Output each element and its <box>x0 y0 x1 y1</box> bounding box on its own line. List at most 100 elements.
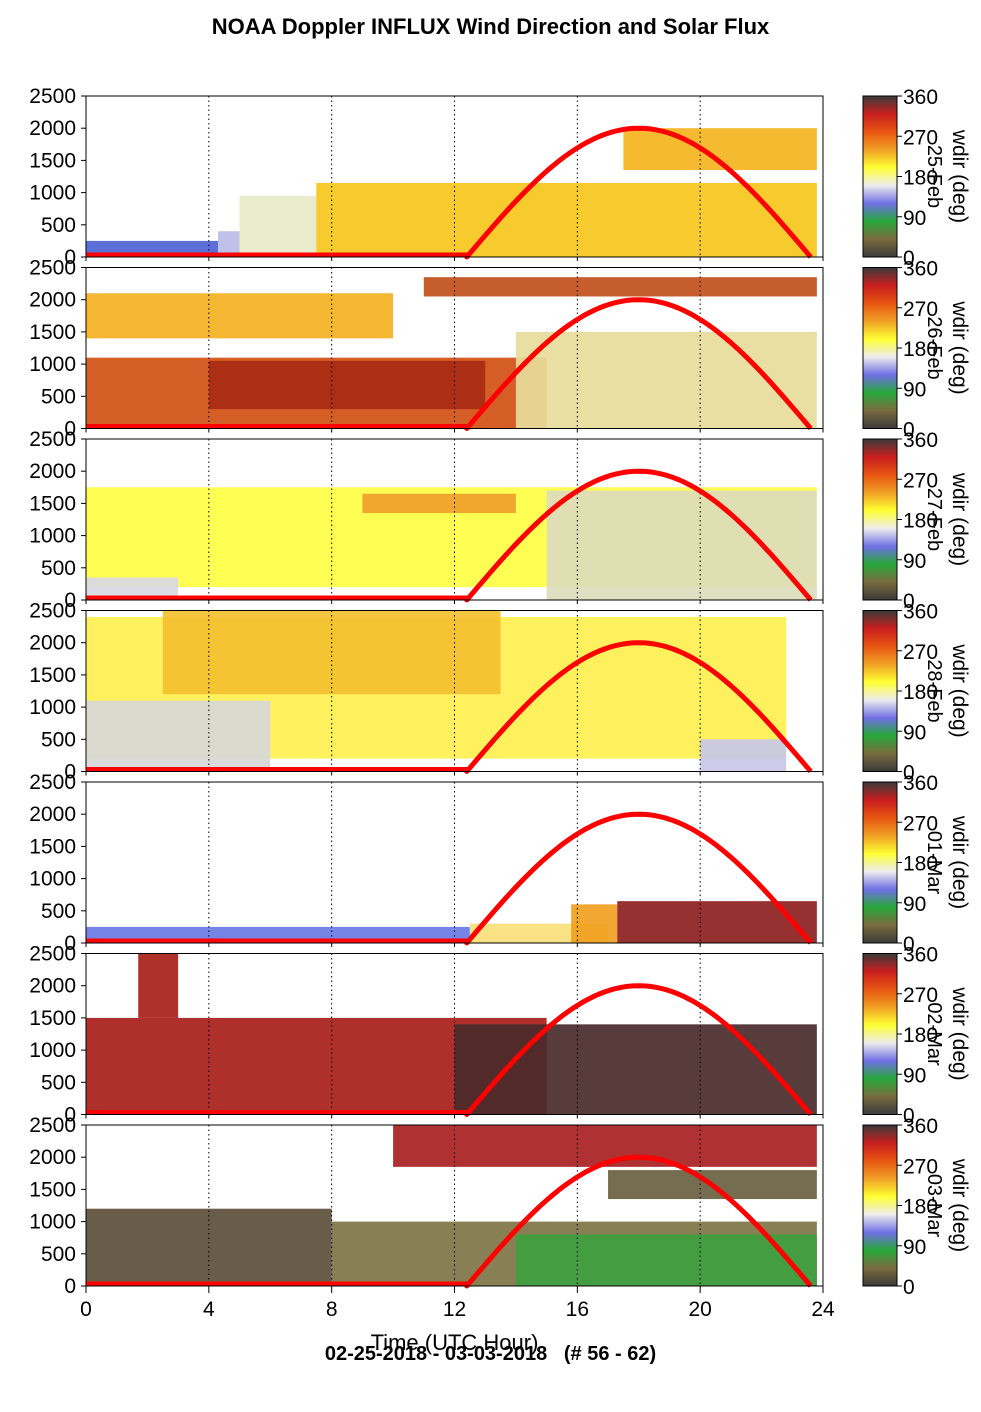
x-tick-label: 4 <box>203 1298 215 1321</box>
colorbar <box>862 1124 898 1287</box>
y-tick-label: 1500 <box>29 321 76 344</box>
wdir-cell <box>316 182 817 257</box>
y-tick-label: 0 <box>64 1104 76 1127</box>
colorbar-tick-label: 270 <box>903 126 938 149</box>
panel-date-label: 25-Feb <box>923 145 945 208</box>
y-tick-label: 2500 <box>29 1114 76 1137</box>
y-tick-label: 1000 <box>29 868 76 891</box>
colorbar-tick-label: 180 <box>903 1024 938 1047</box>
colorbar-tick-label: 270 <box>903 984 938 1007</box>
solar-flux-curve <box>86 297 813 431</box>
panel-27-feb: 0 500 1000 1500 2000 2500 0 90 180 270 360 wdir (de… <box>29 428 971 613</box>
wdir-cell <box>362 493 516 514</box>
x-axis-label: Time (UTC Hour) <box>370 1330 539 1355</box>
colorbar-tick-label: 180 <box>903 681 938 704</box>
colorbar-label: wdir (deg) <box>948 129 971 223</box>
panel-26-feb: 0 500 1000 1500 2000 2500 0 90 180 270 360 wdir (de… <box>29 257 971 442</box>
wdir-cell <box>218 231 240 257</box>
x-tick-label: 20 <box>688 1298 711 1321</box>
panel-data-layer <box>86 277 817 429</box>
colorbar-tick-label: 180 <box>903 1196 938 1219</box>
y-tick-label: 2000 <box>29 289 76 312</box>
y-tick-label: 0 <box>64 589 76 612</box>
wdir-cell <box>454 1024 817 1115</box>
solar-flux-curve <box>86 125 813 260</box>
colorbar-tick-label: 360 <box>903 1115 938 1138</box>
panel-data-layer <box>86 1125 817 1286</box>
panel-data-layer <box>86 487 817 600</box>
y-tick-label: 1500 <box>29 1007 76 1030</box>
colorbar-tick-label: 90 <box>903 1064 926 1087</box>
y-tick-label: 2000 <box>29 803 76 826</box>
colorbar-tick-label: 0 <box>903 247 915 270</box>
y-tick-label: 0 <box>64 932 76 955</box>
colorbar-label: wdir (deg) <box>948 815 971 909</box>
y-tick-label: 1500 <box>29 664 76 687</box>
x-tick-label: 16 <box>566 1298 589 1321</box>
colorbar-tick-label: 270 <box>903 1155 938 1178</box>
wdir-cell <box>86 293 394 339</box>
panel-date-label: 03-Mar <box>923 1174 945 1238</box>
y-tick-label: 500 <box>41 214 76 237</box>
colorbar-tick-label: 0 <box>903 1276 915 1299</box>
y-tick-label: 2500 <box>29 600 76 623</box>
colorbar-tick-label: 90 <box>903 1236 926 1259</box>
colorbar <box>862 610 898 772</box>
solar-flux-curve <box>86 811 813 946</box>
colorbar <box>862 267 898 429</box>
y-tick-label: 2000 <box>29 1146 76 1169</box>
y-tick-label: 0 <box>64 418 76 441</box>
y-tick-label: 1000 <box>29 182 76 205</box>
date-range-footer: 02-25-2018 - 03-03-2018 (# 56 - 62) <box>324 1343 657 1365</box>
x-tick-label: 8 <box>326 1298 338 1321</box>
panel-25-feb: 0 500 1000 1500 2000 2500 0 90 180 270 360 wdir (de… <box>29 85 971 270</box>
y-tick-label: 1000 <box>29 353 76 376</box>
y-tick-label: 1000 <box>29 1211 76 1234</box>
panel-01-mar: 0 500 1000 1500 2000 2500 0 90 180 270 360 wdir (de… <box>29 771 971 956</box>
colorbar-tick-label: 90 <box>903 721 926 744</box>
y-tick-label: 2500 <box>29 257 76 280</box>
colorbar-tick-label: 360 <box>903 258 938 281</box>
colorbar-label: wdir (deg) <box>948 643 971 737</box>
wdir-cell <box>393 1125 817 1167</box>
colorbar-tick-label: 360 <box>903 86 938 109</box>
y-tick-label: 500 <box>41 557 76 580</box>
colorbar-label: wdir (deg) <box>948 300 971 394</box>
solar-flux-curve <box>86 468 813 603</box>
y-tick-label: 2500 <box>29 428 76 451</box>
y-tick-label: 2000 <box>29 460 76 483</box>
y-tick-label: 1500 <box>29 492 76 515</box>
panel-data-layer <box>86 610 787 772</box>
colorbar-label: wdir (deg) <box>948 472 971 566</box>
colorbar-tick-label: 270 <box>903 812 938 835</box>
x-tick-label: 0 <box>80 1298 92 1321</box>
colorbar-tick-label: 0 <box>903 419 915 442</box>
colorbar-tick-label: 90 <box>903 378 926 401</box>
colorbar <box>862 781 898 944</box>
colorbar-tick-label: 270 <box>903 298 938 321</box>
wdir-cell <box>546 490 817 600</box>
x-tick-label: 24 <box>811 1298 835 1321</box>
y-tick-label: 1500 <box>29 835 76 858</box>
solar-flux-curve <box>86 1154 813 1289</box>
panel-date-label: 27-Feb <box>923 488 945 551</box>
y-tick-label: 0 <box>64 246 76 269</box>
colorbar-tick-label: 90 <box>903 893 926 916</box>
y-tick-label: 1000 <box>29 1039 76 1062</box>
wdir-cell <box>138 953 179 1018</box>
colorbar-tick-label: 0 <box>903 762 915 785</box>
colorbar-tick-label: 90 <box>903 550 926 573</box>
y-tick-label: 500 <box>41 1243 76 1266</box>
colorbar-tick-label: 180 <box>903 167 938 190</box>
panel-data-layer <box>86 953 817 1115</box>
colorbar-tick-label: 360 <box>903 944 938 967</box>
y-tick-label: 0 <box>64 761 76 784</box>
colorbar-tick-label: 360 <box>903 772 938 795</box>
y-tick-label: 500 <box>41 728 76 751</box>
panel-data-layer <box>86 901 817 943</box>
panel-28-feb: 0 500 1000 1500 2000 2500 0 90 180 270 360 wdir (de… <box>29 600 971 785</box>
wdir-cell <box>208 360 486 410</box>
y-tick-label: 0 <box>64 1275 76 1298</box>
colorbar <box>862 953 898 1115</box>
